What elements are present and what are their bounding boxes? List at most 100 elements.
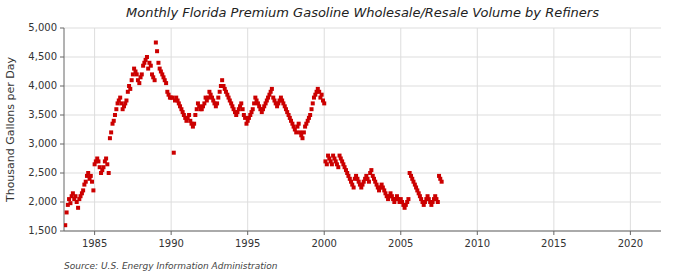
point <box>310 107 314 111</box>
point <box>216 96 220 100</box>
point <box>155 49 159 53</box>
point <box>187 113 191 117</box>
y-tick <box>60 231 64 232</box>
x-tick <box>553 231 554 235</box>
y-tick <box>60 57 64 58</box>
points <box>64 41 444 228</box>
point <box>440 180 444 184</box>
point <box>270 87 274 91</box>
y-grid-line <box>64 173 661 174</box>
point <box>302 130 306 134</box>
point <box>220 78 224 82</box>
point <box>68 201 72 205</box>
point <box>130 78 134 82</box>
x-tick-label: 1985 <box>82 238 107 249</box>
y-grid-line <box>64 57 661 58</box>
point <box>114 107 118 111</box>
x-tick <box>477 231 478 235</box>
point <box>192 122 196 126</box>
x-tick-label: 1995 <box>235 238 260 249</box>
point <box>193 113 197 117</box>
x-tick <box>171 231 172 235</box>
point <box>367 180 371 184</box>
point <box>140 72 144 76</box>
point <box>322 101 326 105</box>
point <box>241 107 245 111</box>
x-tick-label: 1990 <box>158 238 183 249</box>
chart: 1,5002,0002,5003,0003,5004,0004,5005,000… <box>0 0 675 275</box>
y-tick <box>60 173 64 174</box>
point <box>101 165 105 169</box>
x-tick <box>247 231 248 235</box>
point <box>96 159 100 163</box>
x-tick-label: 2000 <box>312 238 337 249</box>
x-tick <box>400 231 401 235</box>
x-tick <box>94 231 95 235</box>
x-tick-label: 2010 <box>465 238 490 249</box>
grid <box>64 28 661 231</box>
point <box>145 55 149 59</box>
point <box>436 200 440 204</box>
point <box>164 81 168 85</box>
point <box>239 101 243 105</box>
point <box>89 174 93 178</box>
point <box>84 180 88 184</box>
y-grid-line <box>64 86 661 87</box>
point <box>113 113 117 117</box>
x-grid-line <box>324 28 325 231</box>
point <box>107 171 111 175</box>
x-tick-label: 2015 <box>541 238 566 249</box>
point <box>369 168 373 172</box>
y-grid-line <box>64 28 661 29</box>
point <box>90 180 94 184</box>
y-axis-label: Thousand Gallons per Day <box>4 56 17 203</box>
x-grid-line <box>630 28 631 231</box>
y-tick-label: 1,500 <box>28 225 57 236</box>
point <box>218 90 222 94</box>
y-tick <box>60 144 64 145</box>
point <box>330 162 334 166</box>
point <box>172 151 176 155</box>
y-tick-label: 4,500 <box>28 51 57 62</box>
point <box>104 157 108 161</box>
y-tick-label: 2,000 <box>28 196 57 207</box>
y-tick <box>60 202 64 203</box>
point <box>300 136 304 140</box>
x-grid-line <box>247 28 248 231</box>
title: Monthly Florida Premium Gasoline Wholesa… <box>126 5 599 20</box>
y-tick-label: 3,500 <box>28 109 57 120</box>
axes: 1,5002,0002,5003,0003,5004,0004,5005,000… <box>28 22 661 249</box>
point <box>156 61 160 65</box>
chart-container: 1,5002,0002,5003,0003,5004,0004,5005,000… <box>0 0 675 275</box>
point <box>91 188 95 192</box>
y-grid-line <box>64 202 661 203</box>
point <box>154 41 158 45</box>
x-grid-line <box>94 28 95 231</box>
point <box>118 96 122 100</box>
point <box>137 81 141 85</box>
point <box>149 64 153 68</box>
x-tick <box>324 231 325 235</box>
point <box>294 130 298 134</box>
y-tick-label: 3,000 <box>28 138 57 149</box>
point <box>124 99 128 103</box>
point <box>128 87 132 91</box>
point <box>108 136 112 140</box>
point <box>135 72 139 76</box>
x-tick-label: 2020 <box>618 238 643 249</box>
x-grid-line <box>553 28 554 231</box>
y-tick <box>60 115 64 116</box>
point <box>65 210 69 214</box>
x-tick <box>630 231 631 235</box>
point <box>76 206 80 210</box>
y-tick-label: 4,000 <box>28 80 57 91</box>
x-grid-line <box>477 28 478 231</box>
y-tick <box>60 28 64 29</box>
x-axis-line <box>64 231 661 232</box>
source-note: Source: U.S. Energy Information Administ… <box>64 261 278 271</box>
point <box>406 197 410 201</box>
y-grid-line <box>64 144 661 145</box>
y-tick <box>60 86 64 87</box>
y-grid-line <box>64 231 661 232</box>
point <box>320 93 324 97</box>
